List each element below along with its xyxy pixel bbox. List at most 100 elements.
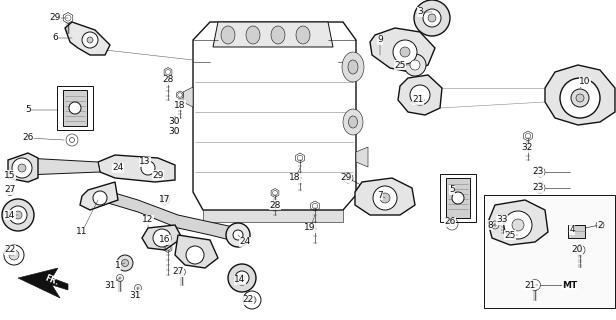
Text: 11: 11 bbox=[76, 228, 87, 236]
Text: 26: 26 bbox=[22, 133, 34, 142]
Polygon shape bbox=[545, 65, 615, 125]
Circle shape bbox=[504, 211, 532, 239]
Text: 5: 5 bbox=[25, 106, 31, 115]
Ellipse shape bbox=[342, 52, 364, 82]
Text: 29: 29 bbox=[152, 171, 164, 180]
Polygon shape bbox=[175, 235, 218, 268]
Text: 28: 28 bbox=[269, 201, 281, 210]
Polygon shape bbox=[488, 200, 548, 245]
Text: 22: 22 bbox=[4, 245, 15, 254]
Polygon shape bbox=[213, 22, 333, 47]
Circle shape bbox=[576, 94, 584, 102]
Text: 5: 5 bbox=[449, 186, 455, 195]
Text: 28: 28 bbox=[162, 76, 174, 84]
Circle shape bbox=[380, 193, 390, 203]
Text: 30: 30 bbox=[168, 127, 180, 137]
Text: 29: 29 bbox=[49, 13, 61, 22]
Text: 6: 6 bbox=[52, 34, 58, 43]
Circle shape bbox=[414, 0, 450, 36]
Circle shape bbox=[12, 158, 32, 178]
Circle shape bbox=[121, 260, 129, 267]
Circle shape bbox=[153, 229, 171, 247]
Polygon shape bbox=[65, 22, 110, 55]
Text: 17: 17 bbox=[160, 196, 171, 204]
Text: 13: 13 bbox=[139, 157, 151, 166]
Polygon shape bbox=[142, 225, 182, 250]
Circle shape bbox=[87, 37, 93, 43]
Text: 26: 26 bbox=[444, 218, 456, 227]
Text: 12: 12 bbox=[142, 215, 153, 225]
Ellipse shape bbox=[348, 60, 358, 74]
Polygon shape bbox=[8, 153, 38, 182]
Polygon shape bbox=[355, 178, 415, 215]
Circle shape bbox=[512, 219, 524, 231]
Bar bbox=[203, 210, 343, 222]
Circle shape bbox=[571, 89, 589, 107]
Polygon shape bbox=[18, 268, 68, 298]
Text: 22: 22 bbox=[242, 295, 254, 305]
Bar bbox=[484, 195, 615, 308]
Text: 14: 14 bbox=[234, 276, 246, 284]
Text: 24: 24 bbox=[112, 164, 124, 172]
Text: FR.: FR. bbox=[44, 273, 60, 287]
Circle shape bbox=[452, 192, 464, 204]
Circle shape bbox=[248, 296, 256, 304]
Circle shape bbox=[239, 275, 245, 281]
Text: 18: 18 bbox=[290, 173, 301, 182]
Text: 9: 9 bbox=[377, 36, 383, 44]
Circle shape bbox=[14, 211, 22, 219]
Text: 30: 30 bbox=[168, 117, 180, 126]
Text: 1: 1 bbox=[115, 260, 121, 269]
Circle shape bbox=[560, 78, 600, 118]
Ellipse shape bbox=[271, 26, 285, 44]
Text: 20: 20 bbox=[571, 245, 583, 254]
Circle shape bbox=[393, 40, 417, 64]
Polygon shape bbox=[80, 182, 118, 210]
Ellipse shape bbox=[349, 116, 357, 128]
Ellipse shape bbox=[221, 26, 235, 44]
Circle shape bbox=[423, 9, 441, 27]
Text: 4: 4 bbox=[569, 226, 575, 235]
Text: 21: 21 bbox=[412, 95, 424, 105]
Circle shape bbox=[228, 264, 256, 292]
Text: 10: 10 bbox=[579, 77, 591, 86]
Polygon shape bbox=[356, 147, 368, 167]
Text: 23: 23 bbox=[532, 167, 544, 177]
Circle shape bbox=[141, 161, 155, 175]
Text: 25: 25 bbox=[505, 230, 516, 239]
Ellipse shape bbox=[296, 26, 310, 44]
Text: 21: 21 bbox=[524, 281, 536, 290]
Circle shape bbox=[82, 32, 98, 48]
Text: 27: 27 bbox=[172, 268, 184, 276]
Polygon shape bbox=[398, 75, 442, 115]
Text: 3: 3 bbox=[417, 7, 423, 17]
Text: 31: 31 bbox=[129, 291, 140, 300]
Circle shape bbox=[9, 250, 19, 260]
Circle shape bbox=[226, 223, 250, 247]
Circle shape bbox=[400, 47, 410, 57]
Polygon shape bbox=[98, 155, 175, 182]
Polygon shape bbox=[446, 178, 470, 218]
Circle shape bbox=[117, 255, 133, 271]
Text: 32: 32 bbox=[521, 143, 533, 153]
Text: 7: 7 bbox=[377, 190, 383, 199]
Ellipse shape bbox=[246, 26, 260, 44]
Circle shape bbox=[235, 271, 249, 285]
Text: 27: 27 bbox=[4, 186, 15, 195]
Text: 16: 16 bbox=[160, 236, 171, 244]
Text: 18: 18 bbox=[174, 100, 186, 109]
Polygon shape bbox=[183, 87, 193, 107]
Text: 29: 29 bbox=[340, 173, 352, 182]
Polygon shape bbox=[12, 158, 100, 175]
Circle shape bbox=[410, 60, 420, 70]
Polygon shape bbox=[568, 225, 585, 238]
Polygon shape bbox=[98, 188, 238, 242]
Circle shape bbox=[410, 85, 430, 105]
Circle shape bbox=[233, 230, 243, 240]
Text: 19: 19 bbox=[304, 223, 316, 233]
Circle shape bbox=[404, 54, 426, 76]
Text: 23: 23 bbox=[532, 183, 544, 193]
Text: 25: 25 bbox=[394, 60, 406, 69]
Text: 31: 31 bbox=[104, 281, 116, 290]
Text: 8: 8 bbox=[487, 220, 493, 229]
